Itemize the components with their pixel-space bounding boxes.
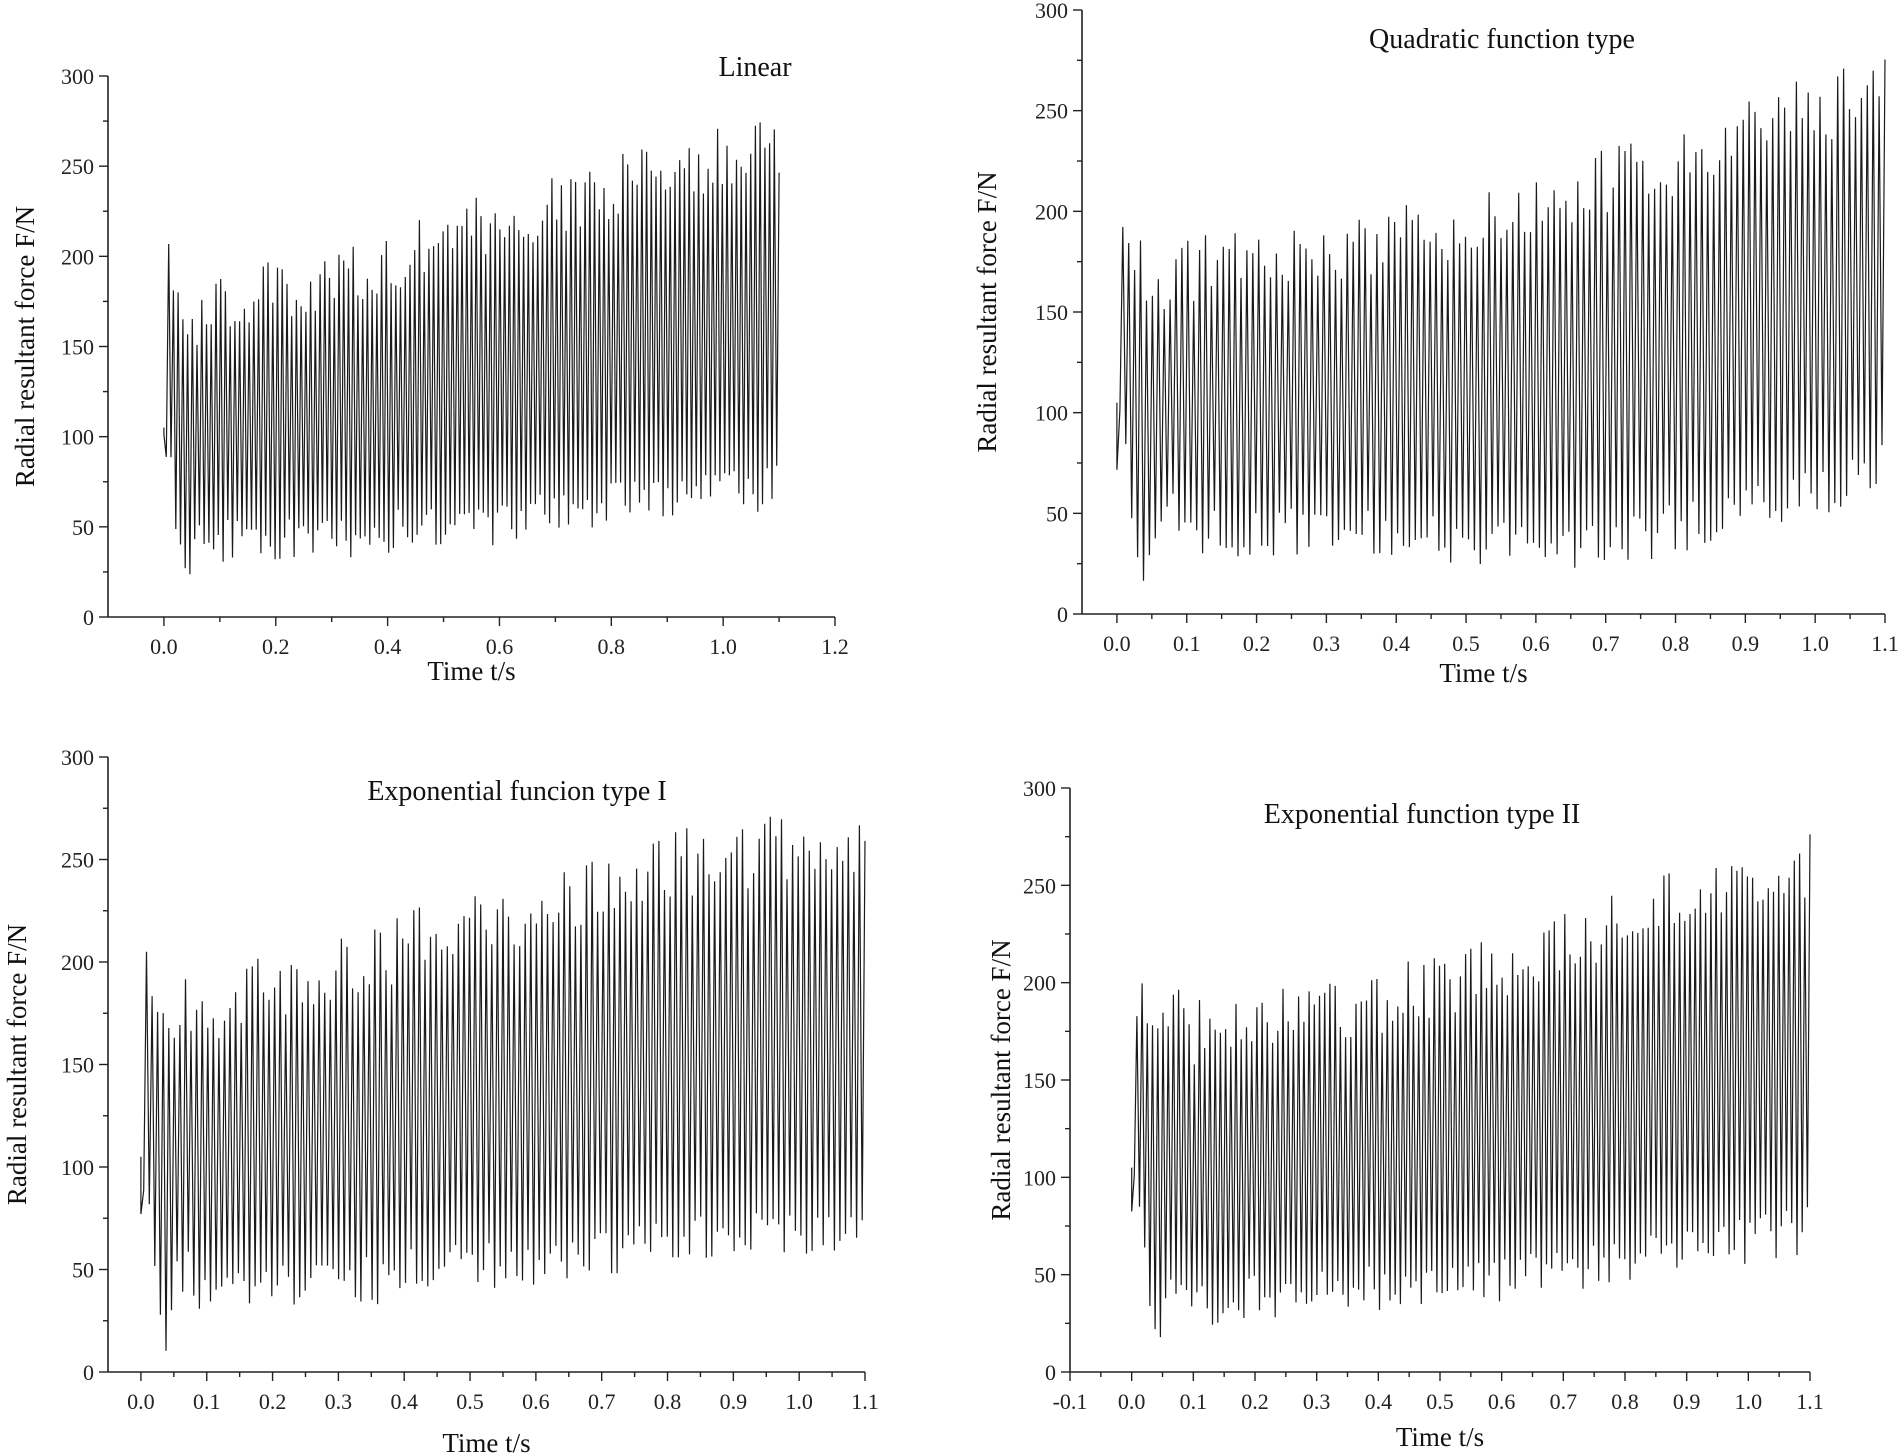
y-tick-label: 150 <box>61 335 94 360</box>
series-line <box>140 816 866 1351</box>
y-tick-label: 300 <box>61 745 94 770</box>
x-tick-label: 1.0 <box>709 634 737 659</box>
chart-panel-2: 0 50 100 150 200 250 300 0.0 0.1 0.2 0.3 0.4 0.5 0.6 0… <box>972 0 1899 688</box>
y-tick-label: 150 <box>1023 1068 1056 1093</box>
x-tick-label: 1.1 <box>1796 1389 1824 1414</box>
chart-panel-4: 0 50 100 150 200 250 300 -0.1 0.0 0.1 0.2 0.3 0.4 0.5… <box>986 776 1824 1452</box>
x-tick-label: 0.0 <box>1118 1389 1146 1414</box>
x-tick-label: 1.1 <box>1871 631 1899 656</box>
chart-panel-3: 0 50 100 150 200 250 300 0.0 0.1 0.2 0.3 0.4 0.5 0.6 0… <box>2 745 879 1455</box>
x-tick-label: 0.8 <box>1611 1389 1639 1414</box>
x-tick-label: 0.8 <box>654 1389 682 1414</box>
y-tick-label: 200 <box>1035 199 1068 224</box>
x-tick-label: 0.2 <box>262 634 290 659</box>
x-tick-label: 1.0 <box>1735 1389 1763 1414</box>
x-tick-label: 0.2 <box>1241 1389 1269 1414</box>
x-tick-label: 0.1 <box>193 1389 221 1414</box>
x-axis-title: Time t/s <box>427 656 515 686</box>
panel-title: Exponential funcion type I <box>367 776 666 807</box>
panel-title: Linear <box>718 52 792 83</box>
x-tick-label: 1.0 <box>785 1389 813 1414</box>
y-tick-label: 0 <box>83 1360 94 1385</box>
y-tick-label: 250 <box>1035 99 1068 124</box>
x-axis-title: Time t/s <box>442 1428 530 1455</box>
y-axis-title: Radial resultant force F/N <box>10 206 40 487</box>
x-tick-label: 0.8 <box>1662 631 1690 656</box>
series-line <box>163 122 780 575</box>
x-tick-label: 0.4 <box>374 634 402 659</box>
x-tick-label: 0.9 <box>1732 631 1760 656</box>
x-tick-label: 0.5 <box>1426 1389 1454 1414</box>
x-axis-title: Time t/s <box>1439 658 1527 688</box>
y-tick-label: 200 <box>61 244 94 269</box>
x-tick-label: 0.3 <box>325 1389 353 1414</box>
x-tick-label: 1.0 <box>1801 631 1829 656</box>
y-tick-label: 0 <box>83 605 94 630</box>
series-line <box>1131 834 1811 1338</box>
y-tick-label: 250 <box>1023 873 1056 898</box>
x-tick-label: 0.2 <box>259 1389 287 1414</box>
y-tick-label: 0 <box>1045 1360 1056 1385</box>
chart-panel-1: 0 50 100 150 200 250 300 0.0 0.2 0.4 0.6 0.8 1.0 1.2 L… <box>10 52 849 686</box>
x-tick-label: 0.6 <box>1522 631 1550 656</box>
y-tick-label: 150 <box>1035 300 1068 325</box>
x-tick-label: 0.4 <box>1365 1389 1393 1414</box>
x-axis-title: Time t/s <box>1396 1422 1484 1452</box>
x-tick-label: 0.0 <box>1103 631 1131 656</box>
x-tick-label: 0.9 <box>720 1389 748 1414</box>
x-tick-label: 0.4 <box>390 1389 418 1414</box>
y-tick-label: 0 <box>1057 602 1068 627</box>
y-tick-label: 250 <box>61 154 94 179</box>
y-tick-label: 150 <box>61 1053 94 1078</box>
y-tick-label: 250 <box>61 848 94 873</box>
y-axis-title: Radial resultant force F/N <box>986 939 1016 1220</box>
y-tick-label: 100 <box>61 425 94 450</box>
x-tick-label: 0.5 <box>1452 631 1480 656</box>
x-tick-label: 0.0 <box>150 634 178 659</box>
y-axis-title: Radial resultant force F/N <box>972 171 1002 452</box>
x-tick-label: 0.6 <box>1488 1389 1516 1414</box>
x-tick-label: 0.3 <box>1313 631 1341 656</box>
y-tick-label: 50 <box>72 1258 94 1283</box>
x-tick-label: 0.6 <box>522 1389 550 1414</box>
y-tick-label: 100 <box>1023 1165 1056 1190</box>
y-tick-label: 300 <box>61 64 94 89</box>
y-tick-label: 100 <box>1035 401 1068 426</box>
panel-title: Exponential function type II <box>1264 799 1580 830</box>
y-tick-label: 300 <box>1035 0 1068 23</box>
panel-title: Quadratic function type <box>1369 24 1635 55</box>
x-tick-label: 0.0 <box>127 1389 155 1414</box>
x-tick-label: 0.1 <box>1173 631 1201 656</box>
y-tick-label: 200 <box>1023 971 1056 996</box>
x-tick-label: 0.5 <box>456 1389 484 1414</box>
x-tick-label: 0.7 <box>588 1389 616 1414</box>
y-tick-label: 300 <box>1023 776 1056 801</box>
series-line <box>1116 59 1886 581</box>
x-tick-label: 0.8 <box>598 634 626 659</box>
x-tick-label: 1.1 <box>851 1389 879 1414</box>
x-tick-label: -0.1 <box>1053 1389 1088 1414</box>
y-tick-label: 50 <box>1034 1263 1056 1288</box>
x-tick-label: 0.4 <box>1382 631 1410 656</box>
y-axis-title: Radial resultant force F/N <box>2 924 32 1205</box>
x-tick-label: 0.7 <box>1592 631 1620 656</box>
x-tick-label: 0.3 <box>1303 1389 1331 1414</box>
y-tick-label: 50 <box>72 515 94 540</box>
x-tick-label: 0.2 <box>1243 631 1271 656</box>
x-tick-label: 0.6 <box>486 634 514 659</box>
y-tick-label: 100 <box>61 1155 94 1180</box>
y-tick-label: 50 <box>1046 501 1068 526</box>
x-tick-label: 0.1 <box>1180 1389 1208 1414</box>
x-tick-label: 0.9 <box>1673 1389 1701 1414</box>
y-tick-label: 200 <box>61 950 94 975</box>
x-tick-label: 1.2 <box>821 634 849 659</box>
x-tick-label: 0.7 <box>1550 1389 1578 1414</box>
